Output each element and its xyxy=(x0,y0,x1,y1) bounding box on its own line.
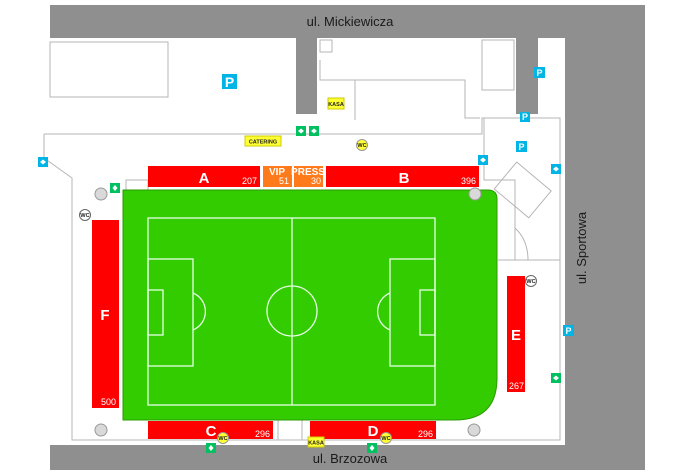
ticket-office-label: KASA xyxy=(308,441,324,447)
stand-b[interactable] xyxy=(326,166,479,187)
stand-c-capacity: 296 xyxy=(255,429,270,439)
ticket-office-icon: KASA xyxy=(307,436,325,448)
parking-label: P xyxy=(225,74,234,90)
penalty-arc-left xyxy=(192,292,206,331)
wc-label: WC xyxy=(381,436,390,442)
goal-area-left xyxy=(147,289,164,336)
goal-area-right xyxy=(419,289,436,336)
wc-icon: WC xyxy=(525,275,537,287)
parking-label: P xyxy=(565,326,571,336)
parking-icon: P xyxy=(516,141,527,152)
stand-c-letter: C xyxy=(206,423,217,440)
gate-arc xyxy=(514,227,529,261)
stand-e-letter: E xyxy=(511,327,521,344)
exit-icon xyxy=(206,443,216,453)
stand-a-letter: A xyxy=(199,170,210,187)
exit-icon xyxy=(367,443,377,453)
entrance-icon xyxy=(551,164,561,174)
parking-label: P xyxy=(522,112,528,122)
wc-icon: WC xyxy=(79,209,91,221)
wc-label: WC xyxy=(218,436,227,442)
catering-label: CATERING xyxy=(249,140,277,146)
stand-vip-letter: VIP xyxy=(269,167,285,178)
exit-icon xyxy=(551,373,561,383)
stand-f-capacity: 500 xyxy=(101,397,116,407)
stand-f[interactable] xyxy=(92,220,119,408)
wc-icon: WC xyxy=(380,432,392,444)
street-north-label: ul. Mickiewicza xyxy=(307,14,394,29)
stand-b-capacity: 396 xyxy=(461,176,476,186)
pitch xyxy=(122,189,498,421)
street-south xyxy=(50,445,645,470)
gate-outline xyxy=(125,179,149,191)
exit-icon xyxy=(110,183,120,193)
stadium-outline xyxy=(43,117,561,441)
wc-label: WC xyxy=(80,213,89,219)
driveway-north-left xyxy=(296,38,317,114)
stand-e-capacity: 267 xyxy=(509,381,524,391)
street-north xyxy=(50,5,645,38)
stand-vip[interactable] xyxy=(263,166,292,187)
stand-f-letter: F xyxy=(100,307,109,324)
floodlight-icon xyxy=(468,187,482,201)
building-outline xyxy=(493,161,552,219)
building-outline xyxy=(319,60,480,119)
entrance-icon xyxy=(38,157,48,167)
catering-icon: CATERING xyxy=(244,135,282,147)
stand-c[interactable] xyxy=(148,421,273,439)
penalty-arc-right xyxy=(377,292,391,331)
stand-e[interactable] xyxy=(507,276,525,392)
entrance-icon xyxy=(478,155,488,165)
parking-icon: P xyxy=(222,74,237,90)
street-east-label: ul. Sportowa xyxy=(574,211,589,284)
parking-icon: P xyxy=(563,325,574,336)
ticket-office-icon: KASA xyxy=(327,97,345,110)
building-outline xyxy=(481,39,515,91)
gate-outline xyxy=(277,417,303,441)
stand-d[interactable] xyxy=(310,421,436,439)
parking-label: P xyxy=(536,68,542,78)
ticket-office-label: KASA xyxy=(328,102,344,108)
stadium-outline xyxy=(483,118,516,260)
center-circle xyxy=(266,285,318,337)
wc-icon: WC xyxy=(217,432,229,444)
floodlight-icon xyxy=(94,423,108,437)
stand-d-capacity: 296 xyxy=(418,429,433,439)
parking-label: P xyxy=(518,142,524,152)
building-outline xyxy=(49,41,169,98)
building-outline xyxy=(319,39,333,53)
parking-icon: P xyxy=(534,67,545,78)
stand-a[interactable] xyxy=(148,166,260,187)
wc-label: WC xyxy=(526,279,535,285)
exit-icon xyxy=(309,126,319,136)
floodlight-icon xyxy=(94,187,108,201)
stand-press-capacity: 30 xyxy=(311,176,321,186)
stand-d-letter: D xyxy=(368,423,379,440)
street-east xyxy=(565,38,645,445)
floodlight-icon xyxy=(467,423,481,437)
wc-icon: WC xyxy=(356,139,368,151)
wc-label: WC xyxy=(357,143,366,149)
stand-a-capacity: 207 xyxy=(242,176,257,186)
parking-icon: P xyxy=(520,112,530,122)
stand-vip-capacity: 51 xyxy=(279,176,289,186)
exit-icon xyxy=(296,126,306,136)
stand-press-letter: PRESS xyxy=(291,167,325,178)
driveway-north-right xyxy=(516,38,538,114)
stand-press[interactable] xyxy=(294,166,323,187)
stand-b-letter: B xyxy=(399,170,410,187)
street-south-label: ul. Brzozowa xyxy=(313,451,388,466)
